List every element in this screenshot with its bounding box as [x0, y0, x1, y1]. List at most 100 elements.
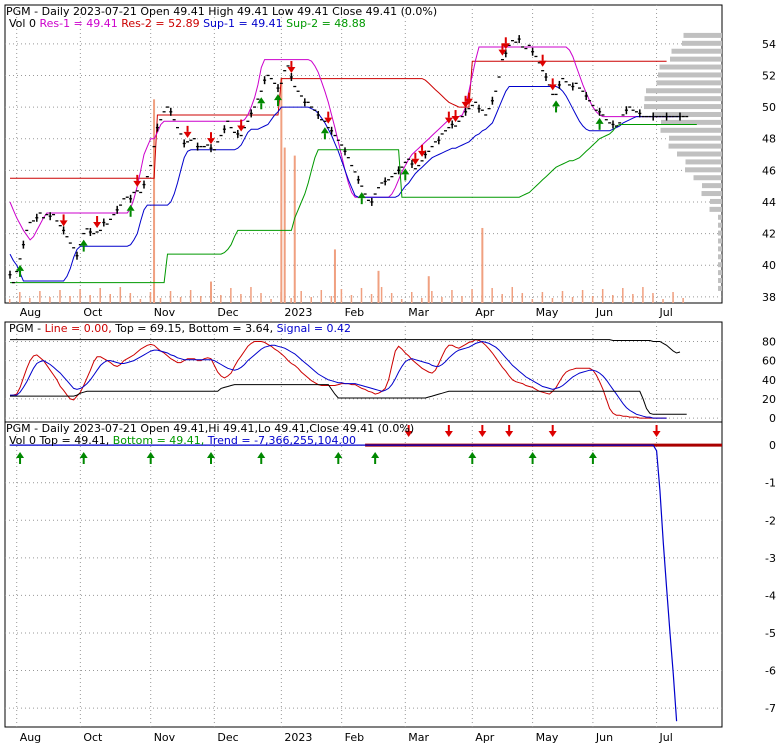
volume-profile-bar	[671, 48, 722, 54]
buy-signal-arrow	[357, 192, 366, 199]
volume-profile-bar	[718, 262, 722, 268]
sell-signal-arrow-stem	[655, 425, 658, 431]
price-ytick-label: 42	[762, 228, 776, 241]
volume-profile-bar	[718, 246, 722, 252]
series-top	[10, 339, 681, 354]
price-panel: 54 52 50 48 46 44 42 40 38 PGM - Daily 2023-07-21…	[4, 4, 776, 319]
volume-bar	[153, 99, 156, 303]
volume-bar	[501, 294, 503, 303]
buy-signal-arrow	[401, 168, 410, 175]
volume-bar	[491, 288, 493, 303]
sell-signal-arrow	[237, 125, 246, 132]
sell-signal-arrow	[548, 431, 557, 437]
volume-profile-bar	[660, 127, 722, 133]
sell-signal-arrow	[652, 431, 661, 437]
price-ytick-label: 38	[762, 291, 776, 304]
buy-signal-arrow-stem	[149, 458, 152, 464]
volume-bar	[632, 294, 634, 303]
volume-bar	[49, 297, 51, 303]
volume-bar	[333, 249, 336, 303]
volume-bar	[682, 298, 684, 303]
price-month-label: Aug	[20, 306, 41, 319]
buy-signal-arrow-stem	[531, 458, 534, 464]
trend-ytick-label: -7	[765, 702, 776, 715]
volume-bar	[159, 298, 162, 303]
price-header: PGM - Daily 2023-07-21 Open 49.41 High 4…	[6, 5, 437, 18]
trend-header-info: - Daily 2023-07-21 Open 49.41,Hi 49.41,L…	[31, 422, 415, 435]
osc-legend-item: Bottom = 3.64,	[189, 322, 277, 335]
volume-profile-bar	[702, 183, 722, 189]
price-legend-item: Res-2 = 52.89	[118, 17, 200, 30]
volume-profile-bar	[718, 222, 722, 228]
volume-bar	[79, 289, 81, 303]
volume-bar	[129, 293, 132, 303]
sell-signal-arrow	[451, 116, 460, 123]
buy-signal-arrow	[334, 452, 343, 458]
osc-ytick-label: 60	[762, 355, 776, 368]
trend-panel: 0 -1 -2 -3 -4 -5 -6 -7 PGM - Daily 2023-07-21 Op…	[4, 421, 776, 744]
volume-bar	[59, 290, 61, 303]
buy-signal-arrow-stem	[404, 174, 407, 181]
buy-signal-arrow-stem	[360, 198, 363, 205]
volume-bar	[29, 298, 31, 303]
volume-bar	[390, 293, 393, 303]
trend-legend-item: Top = 49.41,	[38, 434, 112, 447]
trend-ytick-label: -6	[765, 665, 776, 678]
sell-signal-arrow-stem	[508, 425, 511, 431]
price-month-label: Jun	[595, 306, 613, 319]
volume-profile-bar	[656, 80, 722, 86]
volume-bar	[551, 298, 554, 303]
buy-signal-arrow	[371, 452, 380, 458]
volume-profile-bar	[718, 238, 722, 244]
volume-bar	[210, 289, 212, 303]
sell-signal-arrow-stem	[240, 119, 243, 126]
series-sup-2	[10, 124, 697, 284]
volume-bar	[139, 299, 142, 303]
volume-bar	[330, 296, 333, 303]
volume-profile-bar	[652, 111, 722, 117]
volume-profile-bar	[701, 191, 722, 197]
buy-signal-arrow	[207, 452, 215, 458]
trend-ytick-label: -5	[765, 627, 776, 640]
volume-bar	[421, 298, 423, 303]
volume-bar	[290, 298, 292, 303]
price-month-label: Jul	[659, 306, 673, 319]
volume-bar	[39, 291, 41, 303]
price-ytick-label: 46	[762, 164, 776, 177]
sell-signal-arrow-stem	[290, 61, 293, 68]
sell-signal-arrow	[478, 431, 487, 437]
trend-ytick-label: -4	[765, 589, 776, 602]
price-month-label: Apr	[475, 306, 495, 319]
price-frame	[4, 4, 723, 304]
volume-profile-bar	[658, 72, 722, 78]
buy-signal-arrow	[528, 452, 537, 458]
buy-signal-arrow-stem	[471, 458, 474, 464]
buy-signal-arrow	[468, 452, 477, 458]
buy-signal-arrow	[126, 204, 135, 211]
volume-bar	[622, 288, 624, 303]
volume-profile-bar	[718, 254, 722, 260]
trend-month-label: Jul	[659, 731, 673, 744]
volume-bar	[320, 290, 323, 303]
volume-bar	[541, 292, 544, 303]
sell-signal-arrow	[444, 117, 453, 124]
volume-bar	[280, 77, 283, 303]
osc-legend-item: Signal = 0.42	[277, 322, 352, 335]
buy-signal-arrow	[552, 100, 561, 107]
sell-signal-arrow-stem	[447, 425, 450, 431]
price-month-label: Mar	[408, 306, 429, 319]
price-month-label: Dec	[217, 306, 238, 319]
series-res-2	[10, 60, 667, 179]
osc-frame	[4, 321, 723, 423]
buy-signal-arrow	[320, 127, 329, 134]
sell-signal-arrow-stem	[414, 152, 417, 159]
volume-bar	[581, 290, 584, 303]
sell-signal-arrow	[404, 431, 413, 437]
price-legend: Vol 0 Res-1 = 49.41 Res-2 = 52.89 Sup-1 …	[9, 17, 366, 30]
buy-signal-arrow-stem	[260, 103, 263, 110]
price-month-label: 2023	[284, 306, 312, 319]
volume-bar	[400, 299, 403, 303]
buy-signal-arrow	[146, 452, 155, 458]
buy-signal-arrow-stem	[598, 123, 601, 130]
